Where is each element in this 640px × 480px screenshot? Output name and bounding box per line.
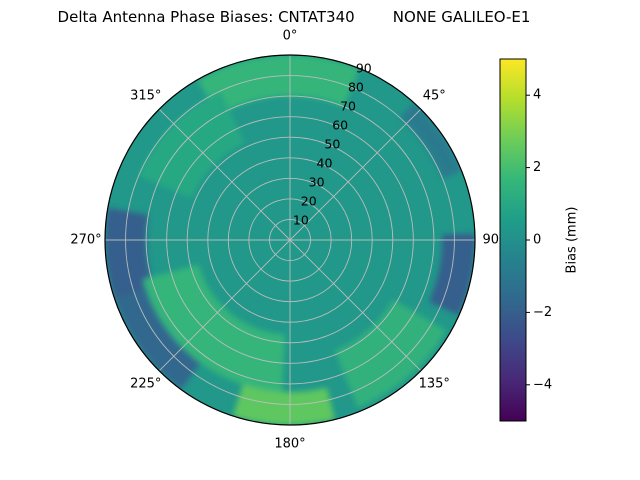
polar-grid (105, 55, 475, 425)
contour-region-bottomleft-green-arc (143, 264, 286, 392)
theta-tick-label: 135° (419, 377, 450, 392)
contour-region-left-rim-dark (105, 207, 157, 310)
contour-regions (105, 55, 475, 425)
contour-region-upper-left-green (138, 90, 245, 199)
theta-tick-label: 0° (283, 29, 298, 44)
theta-tick-label: 270° (70, 233, 101, 248)
theta-gridline (289, 108, 422, 241)
colorbar-gradient (500, 59, 526, 421)
r-tick-label: 30 (309, 175, 325, 190)
contour-region-topright-dark (400, 102, 462, 179)
colorbar: −4 −2 0 2 4 Bias (mm) (499, 58, 580, 422)
r-tick-label: 90 (356, 61, 372, 76)
theta-tick-label: 180° (274, 437, 305, 452)
colorbar-tick-label: 4 (533, 88, 541, 103)
theta-gridline (158, 108, 291, 241)
theta-tick-label: 45° (423, 88, 446, 103)
contour-region-top-rim-green (197, 55, 360, 116)
r-tick-label: 50 (324, 137, 340, 152)
contour-region-bottom-rim-bright (232, 384, 335, 425)
colorbar-tick-label: −4 (533, 377, 552, 392)
colorbar-axis-label: Bias (mm) (565, 207, 580, 274)
r-tick-label: 60 (332, 118, 348, 133)
theta-gridline (289, 239, 422, 372)
r-tick-label: 10 (293, 213, 309, 228)
colorbar-tick-label: 0 (533, 233, 541, 248)
chart-title: Delta Antenna Phase Biases: CNTAT340 NON… (58, 8, 531, 26)
colorbar-tick-label: −2 (533, 305, 552, 320)
r-tick-label: 80 (348, 80, 364, 95)
contour-region-bottomleft-dark-arc (114, 287, 201, 390)
polar-rim (104, 54, 476, 426)
theta-tick-label: 315° (130, 88, 161, 103)
polar-plot: 1020304050607080900°45°90°135°180°225°27… (70, 29, 505, 452)
r-tick-label: 40 (317, 156, 333, 171)
contour-region-bottomright-green (334, 299, 447, 408)
r-tick-label: 20 (301, 194, 317, 209)
contour-region-right-rim-dark (428, 233, 475, 316)
colorbar-tick-label: 2 (533, 160, 541, 175)
theta-gridline (158, 239, 291, 372)
r-tick-label: 70 (340, 99, 356, 114)
theta-tick-label: 225° (130, 377, 161, 392)
